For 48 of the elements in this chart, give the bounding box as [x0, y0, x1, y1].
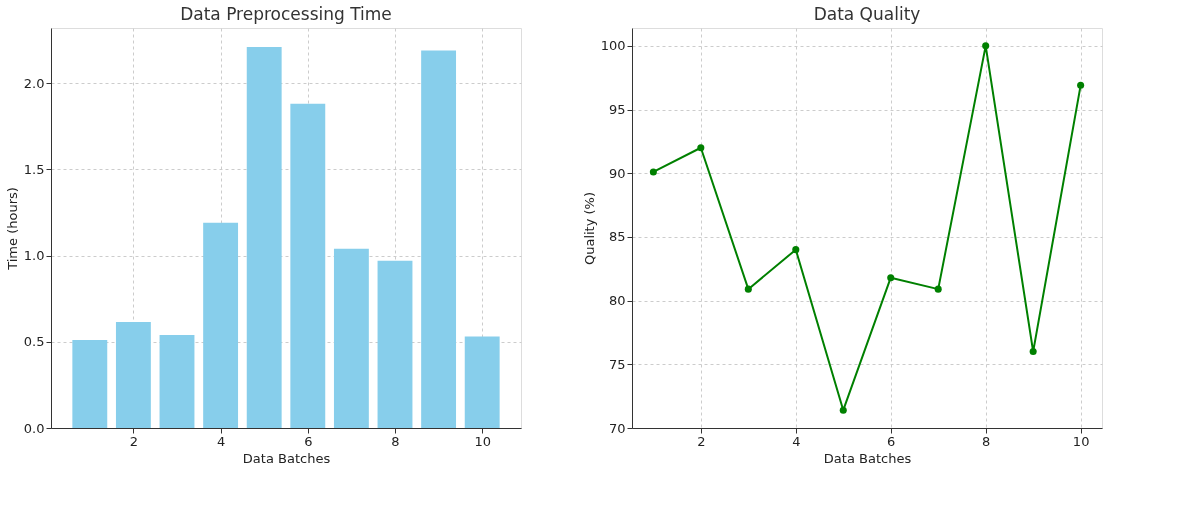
point — [792, 246, 800, 254]
y-tick-label: 0.0 — [23, 420, 45, 436]
chart-title: Data Quality — [813, 4, 921, 24]
x-axis-title: Data Batches — [242, 450, 331, 466]
bar — [333, 248, 369, 428]
x-tick-label: 4 — [792, 433, 801, 449]
y-tick-label: 1.5 — [23, 161, 45, 177]
bar — [203, 222, 239, 428]
point — [744, 285, 752, 293]
bar — [290, 103, 326, 428]
x-tick-label: 6 — [887, 433, 896, 449]
point — [649, 168, 657, 176]
point — [887, 274, 895, 282]
y-tick-label: 85 — [608, 229, 626, 245]
x-axis-title: Data Batches — [823, 450, 912, 466]
bar — [246, 46, 282, 428]
x-tick-label: 4 — [216, 433, 226, 449]
bar — [377, 260, 413, 428]
y-tick-label: 70 — [608, 420, 626, 436]
y-axis-title: Time (hours) — [4, 187, 20, 271]
chart-title: Data Preprocessing Time — [180, 4, 392, 24]
y-tick-label: 80 — [608, 293, 626, 309]
x-tick-label: 8 — [982, 433, 991, 449]
point — [839, 406, 847, 414]
point — [697, 144, 705, 152]
x-tick-label: 10 — [474, 433, 491, 449]
point — [982, 42, 990, 50]
y-tick-label: 75 — [608, 356, 626, 372]
bar — [115, 321, 151, 428]
y-tick-label: 100 — [600, 38, 626, 54]
bar — [72, 340, 108, 428]
y-tick-label: 90 — [608, 165, 626, 181]
x-tick-label: 10 — [1072, 433, 1090, 449]
point — [1029, 348, 1037, 356]
x-tick-label: 2 — [129, 433, 139, 449]
point — [934, 285, 942, 293]
y-tick-label: 0.5 — [23, 334, 45, 350]
y-axis-title: Quality (%) — [581, 191, 597, 266]
y-tick-label: 2.0 — [23, 75, 45, 91]
bar — [464, 336, 500, 428]
y-tick-label: 95 — [608, 102, 626, 118]
bar — [159, 334, 195, 428]
x-tick-label: 6 — [304, 433, 313, 449]
x-tick-label: 2 — [697, 433, 706, 449]
x-tick-label: 8 — [391, 433, 400, 449]
y-tick-label: 1.0 — [23, 248, 45, 264]
bar — [421, 50, 457, 428]
point — [1077, 81, 1085, 89]
